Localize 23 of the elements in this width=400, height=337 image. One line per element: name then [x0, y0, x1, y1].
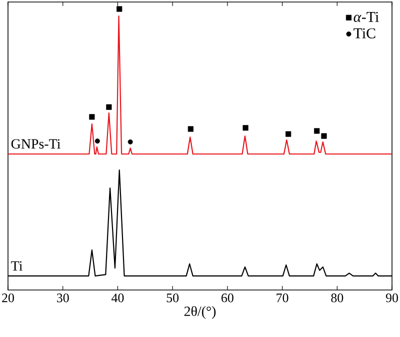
- point: [286, 131, 292, 137]
- x-tick-label: 40: [111, 294, 124, 302]
- x-tick-label: 30: [57, 294, 69, 302]
- legend-label: α-Ti: [354, 12, 379, 22]
- point: [106, 104, 112, 110]
- x-tick-label: 70: [276, 294, 288, 302]
- point: [128, 139, 133, 144]
- x-tick-label: 20: [2, 294, 14, 302]
- point: [321, 133, 327, 139]
- x-tick-label: 50: [166, 294, 179, 302]
- point: [116, 6, 122, 12]
- point: [314, 128, 320, 134]
- series-label: Ti: [11, 261, 22, 271]
- point: [94, 138, 100, 144]
- x-tick-label: 80: [331, 294, 344, 302]
- point: [89, 114, 95, 120]
- point: [188, 126, 194, 132]
- legend-label: TiC: [354, 28, 376, 38]
- x-tick-label: 90: [386, 294, 398, 302]
- point: [242, 125, 248, 131]
- series-label: GNPs-Ti: [11, 139, 60, 149]
- x-axis-title: 2θ/(°): [184, 306, 216, 319]
- x-tick-label: 60: [222, 294, 234, 302]
